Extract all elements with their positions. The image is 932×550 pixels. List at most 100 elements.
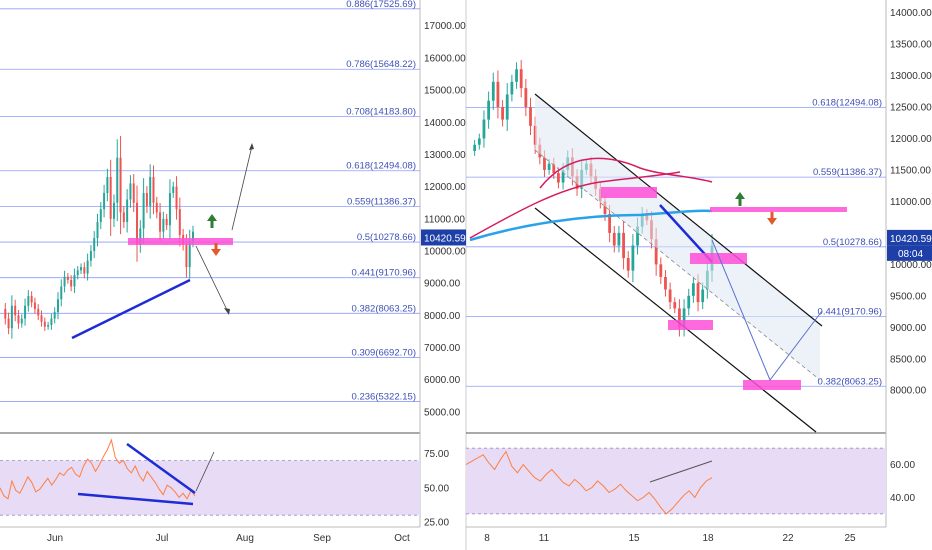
left-fib-label: 0.382(8063.25) [352,303,416,314]
right-candle-body [603,201,607,214]
left-candle-body [172,186,175,194]
right-channel-median [534,149,821,381]
left-price-tag-bg [421,229,466,246]
left-candle-body [17,315,20,324]
left-fib-label: 0.441(9170.96) [352,268,416,279]
right-price-tick: 11000.00 [890,197,931,208]
right-price-tick: 10000.00 [890,260,932,271]
left-candle-body [103,193,106,210]
left-bullish-path-arrowhead [249,143,254,150]
right-price-tick: 9000.00 [890,323,927,334]
left-candle-body [136,202,139,245]
left-rsi-support-line [77,492,194,506]
left-candle-body [80,267,83,271]
right-time-tag: 08:04 [898,249,923,260]
right-price-tick: 12500.00 [890,103,932,114]
left-candle-body [112,202,115,219]
left-rsi-tick: 25.00 [424,518,449,529]
right-descending-trendline [659,204,713,263]
left-candle-body [116,157,119,203]
right-price-tick: 13500.00 [890,40,932,51]
right-candle-body [701,289,705,303]
right-red-down-arrow [767,212,777,225]
right-candle-body [529,107,532,126]
left-bearish-path [195,245,229,313]
left-candle-body [43,321,46,327]
right-candle-body [659,264,663,277]
left-fib-label: 0.236(5322.15) [352,392,416,403]
left-rsi-line [0,438,196,500]
left-price-tick: 9000.00 [424,279,461,290]
left-time-tick: Aug [236,533,254,544]
right-time-tick: 18 [702,533,714,544]
right-fib-label: 0.559(11386.37) [813,167,882,178]
right-support-zone [668,320,713,330]
right-price-projection [711,239,823,381]
right-candle-body [608,214,612,233]
right-candle-body [626,258,630,271]
right-candle-body [687,295,691,309]
right-resistance-zone-upper [601,187,657,198]
left-candle-body [66,276,69,280]
right-price-tag-bg [887,229,932,246]
left-price-tick: 8000.00 [424,311,461,322]
left-candle-body [96,222,99,239]
left-fib-label: 0.5(10278.66) [357,232,416,243]
left-candle-body [27,296,30,306]
right-resistance-zone-mid [690,253,747,264]
right-price-tick: 9500.00 [890,291,927,302]
left-price-tick: 11000.00 [424,214,465,225]
right-time-tick: 25 [844,533,856,544]
right-price-tick: 11500.00 [890,165,931,176]
left-candle-body [37,308,40,316]
left-price-tick: 15000.00 [424,86,466,97]
left-candle-body [109,176,112,219]
right-price-tick: 13000.00 [890,71,932,82]
left-candle-body [60,286,63,300]
right-fib-label: 0.382(8063.25) [818,376,882,387]
left-time-tick: Jun [47,533,63,544]
left-candle-body [175,186,178,210]
right-candle-body [664,276,667,290]
left-time-tick: Sep [313,533,331,544]
left-fib-label: 0.886(17525.69) [346,0,416,10]
right-time-tick: 11 [539,533,550,544]
left-rsi-resistance-line [126,442,196,495]
right-target-zone [743,380,801,390]
left-price-tick: 16000.00 [424,53,466,64]
right-time-tag-bg [887,245,932,261]
left-candle-body [122,212,125,223]
left-support-trendline [71,278,191,340]
right-candle-body [612,232,616,246]
left-rsi-tick: 75.00 [424,449,449,460]
left-candle-body [106,176,109,194]
right-candle-body [524,88,528,107]
right-fib-label: 0.618(12494.08) [812,97,882,108]
left-candle-body [53,312,56,319]
left-candle-body [126,199,129,223]
right-candle-body [636,226,639,246]
right-candle-body [561,169,565,183]
right-time-tick: 15 [628,533,640,544]
left-price-tag: 10420.59 [424,233,466,244]
left-candle-body [129,183,132,200]
right-candle-body [654,239,658,265]
right-candle-body [505,94,509,120]
left-time-tick: Oct [394,533,410,544]
right-candle-body [552,163,556,174]
right-channel-fill [535,94,820,380]
left-candle-body [70,279,73,287]
right-candle-body [510,81,514,95]
left-candle-body [152,176,155,203]
left-fib-label: 0.786(15648.22) [346,59,416,70]
left-candle-body [7,318,10,329]
left-green-up-arrow [207,214,217,228]
left-candle-body [47,325,50,327]
left-candle-body [89,251,92,261]
left-price-tick: 14000.00 [424,118,466,129]
right-candle-body [617,232,621,246]
left-price-tick: 17000.00 [424,21,466,32]
left-candle-body [162,218,165,232]
left-fib-label: 0.309(6692.70) [352,347,416,358]
